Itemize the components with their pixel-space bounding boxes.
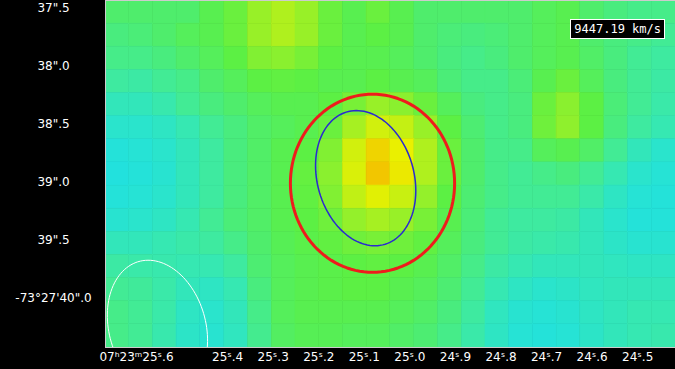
svg-text:-73°27'40".0: -73°27'40".0 — [15, 291, 91, 305]
svg-text:25ˢ.0: 25ˢ.0 — [394, 350, 425, 364]
svg-text:25ˢ.3: 25ˢ.3 — [258, 350, 289, 364]
svg-text:24ˢ.5: 24ˢ.5 — [622, 350, 653, 364]
svg-text:38".0: 38".0 — [37, 59, 69, 73]
svg-text:24ˢ.8: 24ˢ.8 — [485, 350, 516, 364]
svg-text:24ˢ.7: 24ˢ.7 — [531, 350, 562, 364]
svg-text:38".5: 38".5 — [37, 117, 69, 131]
svg-text:39".5: 39".5 — [37, 233, 69, 247]
svg-text:25ˢ.1: 25ˢ.1 — [349, 350, 380, 364]
svg-text:25ˢ.4: 25ˢ.4 — [212, 350, 243, 364]
svg-text:24ˢ.6: 24ˢ.6 — [577, 350, 608, 364]
html-text:9447.19 km/s: 9447.19 km/s — [574, 22, 661, 36]
svg-text:25ˢ.2: 25ˢ.2 — [303, 350, 334, 364]
svg-text:39".0: 39".0 — [37, 175, 69, 189]
svg-text:24ˢ.9: 24ˢ.9 — [440, 350, 471, 364]
svg-text:37".5: 37".5 — [37, 1, 69, 15]
svg-text:07ʰ23ᵐ25ˢ.6: 07ʰ23ᵐ25ˢ.6 — [99, 350, 173, 364]
